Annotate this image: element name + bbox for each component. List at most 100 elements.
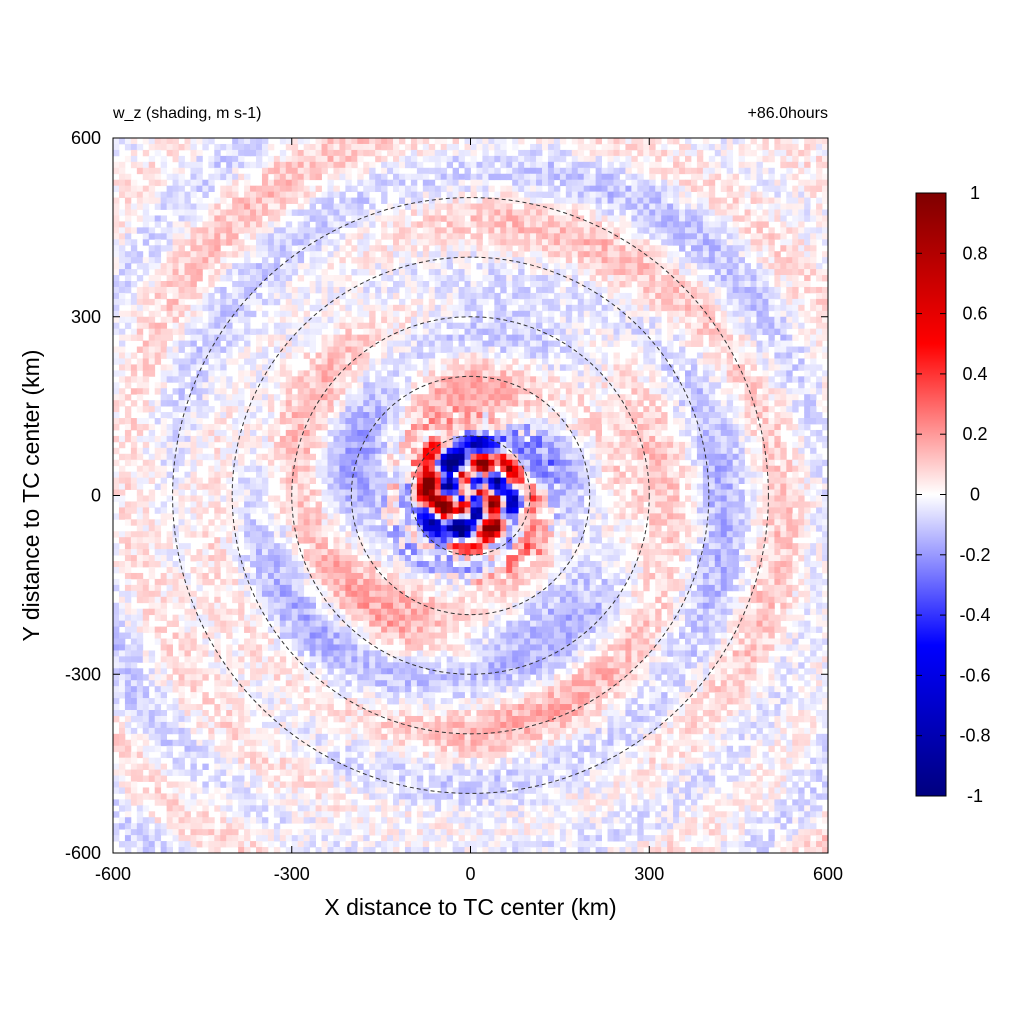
heatmap-cell: [339, 418, 346, 425]
heatmap-cell: [756, 310, 763, 318]
heatmap-cell: [732, 292, 740, 300]
heatmap-cell: [214, 418, 221, 425]
heatmap-cell: [440, 203, 448, 210]
heatmap-cell: [279, 400, 287, 407]
heatmap-cell: [685, 167, 692, 175]
heatmap-cell: [655, 286, 662, 294]
heatmap-cell: [488, 167, 495, 175]
heatmap-cell: [404, 263, 412, 270]
heatmap-cell: [708, 400, 716, 407]
heatmap-cell: [750, 340, 757, 347]
heatmap-cell: [601, 233, 608, 240]
heatmap-cell: [726, 149, 734, 157]
heatmap-cell: [589, 239, 597, 246]
heatmap-cell: [476, 215, 483, 222]
heatmap-cell: [607, 281, 614, 288]
heatmap-cell: [256, 233, 263, 240]
heatmap-cell: [297, 173, 305, 181]
heatmap-cell: [303, 233, 311, 240]
heatmap-cell: [690, 322, 698, 330]
heatmap-cell: [679, 424, 686, 431]
heatmap-cell: [661, 286, 668, 294]
heatmap-cell: [518, 424, 525, 431]
heatmap-cell: [244, 197, 251, 204]
heatmap-cell: [583, 376, 591, 383]
heatmap-cell: [172, 149, 179, 157]
heatmap-cell: [816, 215, 823, 222]
heatmap-cell: [393, 215, 400, 222]
heatmap-cell: [673, 269, 680, 276]
heatmap-cell: [428, 418, 436, 425]
heatmap-cell: [387, 322, 394, 330]
heatmap-cell: [208, 316, 215, 324]
heatmap-cell: [607, 185, 614, 193]
heatmap-cell: [649, 209, 656, 216]
heatmap-cell: [816, 429, 823, 437]
heatmap-cell: [220, 364, 227, 371]
heatmap-cell: [327, 138, 334, 145]
heatmap-cell: [494, 370, 501, 377]
heatmap-cell: [440, 257, 448, 264]
heatmap-cell: [214, 388, 221, 395]
heatmap-cell: [565, 239, 573, 246]
heatmap-cell: [154, 435, 162, 443]
heatmap-cell: [780, 310, 787, 318]
heatmap-cell: [226, 185, 233, 193]
heatmap-cell: [488, 346, 495, 353]
heatmap-cell: [524, 388, 531, 395]
heatmap-cell: [256, 370, 263, 377]
heatmap-cell: [768, 435, 775, 443]
heatmap-cell: [637, 334, 644, 341]
heatmap-cell: [762, 424, 769, 431]
heatmap-cell: [148, 263, 156, 270]
heatmap-cell: [291, 394, 299, 401]
heatmap-cell: [190, 191, 197, 198]
heatmap-cell: [625, 191, 632, 198]
heatmap-cell: [685, 358, 692, 365]
heatmap-cell: [720, 316, 728, 324]
heatmap-cell: [440, 227, 448, 234]
heatmap-cell: [488, 215, 495, 222]
heatmap-cell: [536, 412, 543, 419]
heatmap-cell: [452, 334, 459, 341]
heatmap-cell: [381, 257, 388, 264]
heatmap-cell: [238, 441, 245, 449]
heatmap-cell: [750, 197, 757, 204]
heatmap-cell: [118, 185, 126, 193]
heatmap-cell: [220, 191, 227, 198]
heatmap-cell: [583, 173, 591, 181]
heatmap-cell: [685, 304, 692, 312]
heatmap-cell: [690, 227, 698, 234]
heatmap-cell: [470, 155, 477, 163]
heatmap-cell: [524, 334, 531, 341]
heatmap-cell: [220, 388, 227, 395]
heatmap-cell: [452, 197, 459, 204]
heatmap-cell: [607, 435, 614, 443]
heatmap-cell: [673, 286, 680, 294]
heatmap-cell: [589, 352, 597, 359]
heatmap-cell: [565, 406, 573, 413]
heatmap-cell: [750, 298, 757, 306]
heatmap-cell: [393, 304, 400, 312]
heatmap-cell: [595, 406, 602, 413]
heatmap-cell: [381, 191, 388, 198]
heatmap-cell: [226, 239, 233, 246]
heatmap-cell: [804, 185, 811, 193]
heatmap-cell: [530, 203, 537, 210]
heatmap-cell: [345, 400, 352, 407]
heatmap-cell: [452, 292, 459, 300]
heatmap-cell: [446, 316, 454, 324]
heatmap-cell: [679, 412, 686, 419]
heatmap-cell: [369, 185, 376, 193]
heatmap-cell: [303, 310, 311, 318]
heatmap-cell: [786, 364, 793, 371]
heatmap-cell: [184, 161, 191, 169]
heatmap-cell: [518, 286, 525, 294]
heatmap-cell: [172, 418, 179, 425]
heatmap-cell: [631, 412, 638, 419]
heatmap-cell: [607, 304, 614, 312]
heatmap-cell: [166, 435, 173, 443]
heatmap-cell: [559, 251, 567, 258]
heatmap-cell: [547, 394, 555, 401]
heatmap-cell: [124, 412, 132, 419]
